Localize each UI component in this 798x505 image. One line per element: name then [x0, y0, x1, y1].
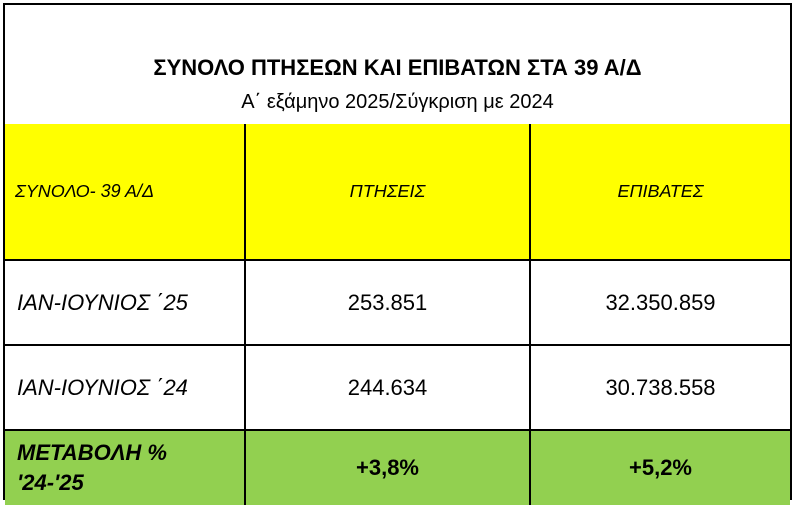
table-row: ΙΑΝ-ΙΟΥΝΙΟΣ ΄24 244.634 30.738.558 [5, 344, 790, 431]
change-label-line1: ΜΕΤΑΒΟΛΗ % [17, 440, 167, 465]
header-passengers: ΕΠΙΒΑΤΕΣ [529, 124, 790, 261]
change-label: ΜΕΤΑΒΟΛΗ % '24-'25 [5, 429, 246, 505]
table-row: ΙΑΝ-ΙΟΥΝΙΟΣ ΄25 253.851 32.350.859 [5, 259, 790, 346]
title-block: ΣΥΝΟΛΟ ΠΤΗΣΕΩΝ ΚΑΙ ΕΠΙΒΑΤΩΝ ΣΤΑ 39 Α/Δ Α… [5, 5, 790, 126]
header-flights: ΠΤΗΣΕΙΣ [244, 124, 531, 261]
row-label-2025: ΙΑΝ-ΙΟΥΝΙΟΣ ΄25 [5, 259, 246, 346]
page-title: ΣΥΝΟΛΟ ΠΤΗΣΕΩΝ ΚΑΙ ΕΠΙΒΑΤΩΝ ΣΤΑ 39 Α/Δ [153, 55, 642, 80]
flights-change: +3,8% [244, 429, 531, 505]
flights-2024: 244.634 [244, 344, 531, 431]
passengers-2024: 30.738.558 [529, 344, 790, 431]
statistics-sheet: ΣΥΝΟΛΟ ΠΤΗΣΕΩΝ ΚΑΙ ΕΠΙΒΑΤΩΝ ΣΤΑ 39 Α/Δ Α… [3, 3, 792, 505]
passengers-change: +5,2% [529, 429, 790, 505]
passengers-2025: 32.350.859 [529, 259, 790, 346]
header-total-airports: ΣΥΝΟΛΟ- 39 Α/Δ [5, 124, 246, 261]
change-label-line2: '24-'25 [17, 470, 84, 495]
table-header-row: ΣΥΝΟΛΟ- 39 Α/Δ ΠΤΗΣΕΙΣ ΕΠΙΒΑΤΕΣ [5, 124, 790, 261]
flights-2025: 253.851 [244, 259, 531, 346]
page-subtitle: Α΄ εξάμηνο 2025/Σύγκριση με 2024 [241, 91, 554, 113]
change-row: ΜΕΤΑΒΟΛΗ % '24-'25 +3,8% +5,2% [5, 429, 790, 505]
statistics-table: ΣΥΝΟΛΟ- 39 Α/Δ ΠΤΗΣΕΙΣ ΕΠΙΒΑΤΕΣ ΙΑΝ-ΙΟΥΝ… [5, 124, 790, 505]
row-label-2024: ΙΑΝ-ΙΟΥΝΙΟΣ ΄24 [5, 344, 246, 431]
